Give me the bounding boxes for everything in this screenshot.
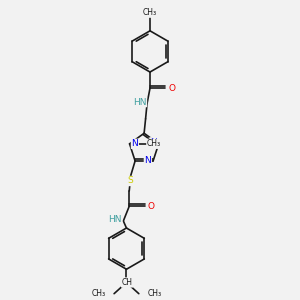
- Text: CH₃: CH₃: [91, 289, 105, 298]
- Text: O: O: [148, 202, 154, 211]
- Text: CH₃: CH₃: [143, 8, 157, 17]
- Text: CH₃: CH₃: [147, 139, 161, 148]
- Text: O: O: [168, 84, 175, 93]
- Text: CH: CH: [122, 278, 133, 287]
- Text: S: S: [127, 176, 133, 185]
- Text: CH₃: CH₃: [148, 289, 162, 298]
- Text: HN: HN: [133, 98, 146, 106]
- Text: HN: HN: [108, 215, 122, 224]
- Text: N: N: [131, 139, 138, 148]
- Text: N: N: [144, 156, 151, 165]
- Text: N: N: [150, 138, 157, 147]
